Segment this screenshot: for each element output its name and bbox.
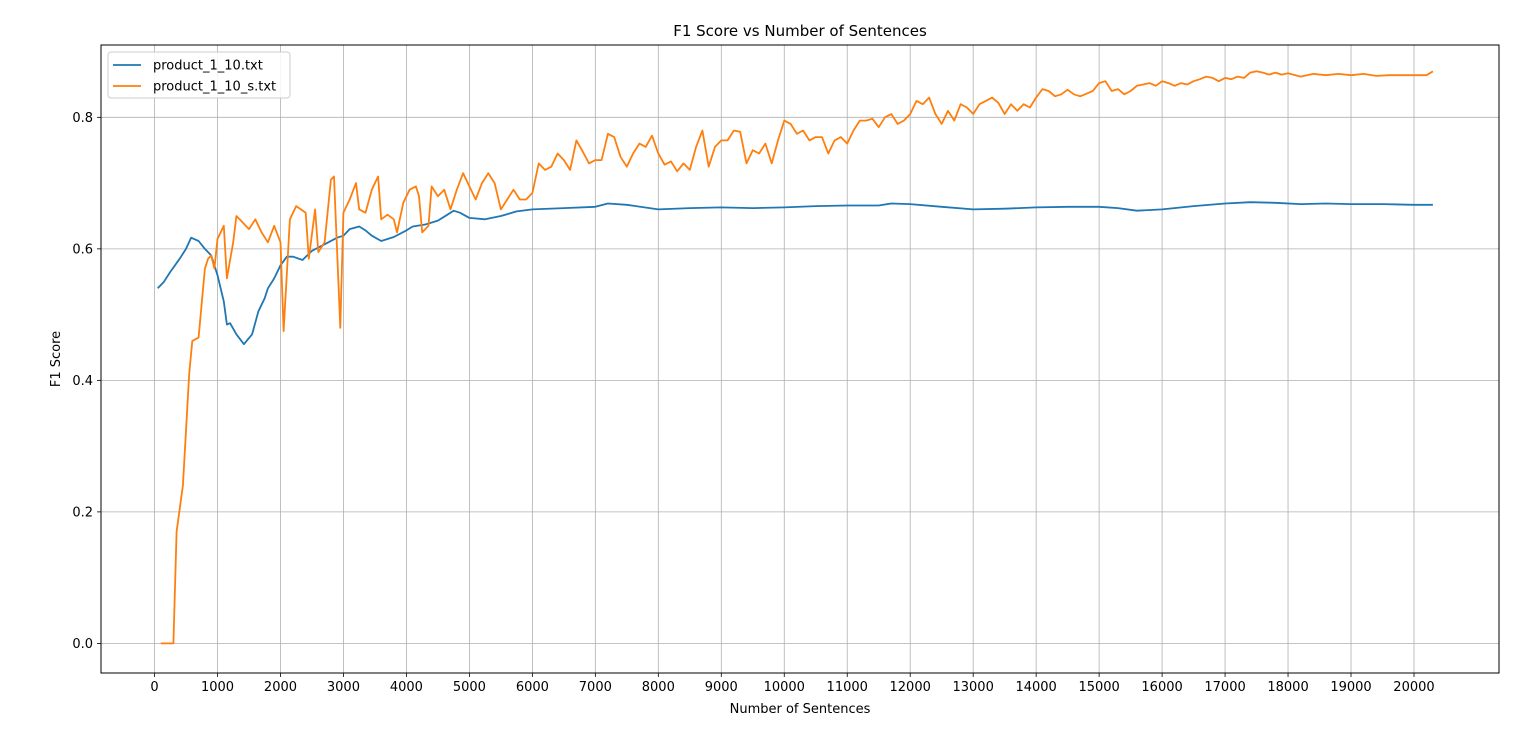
x-tick-label: 17000 bbox=[1204, 680, 1245, 695]
y-axis-ticks: 0.0 0.2 0.4 0.6 0.8 bbox=[72, 111, 101, 652]
x-tick-label: 2000 bbox=[264, 680, 297, 695]
x-tick-label: 7000 bbox=[579, 680, 612, 695]
legend-label: product_1_10_s.txt bbox=[153, 80, 276, 95]
legend-box bbox=[107, 51, 291, 99]
plot-frame bbox=[100, 44, 1500, 674]
x-tick-label: 20000 bbox=[1393, 680, 1434, 695]
y-tick-label: 0.2 bbox=[72, 505, 93, 520]
legend-label: product_1_10.txt bbox=[153, 59, 263, 74]
series-line-2 bbox=[160, 70, 1434, 645]
chart-title: F1 Score vs Number of Sentences bbox=[673, 22, 927, 40]
grid-lines bbox=[101, 45, 1499, 673]
x-tick-label: 9000 bbox=[705, 680, 738, 695]
x-axis-title: Number of Sentences bbox=[730, 702, 871, 717]
x-tick-label: 1000 bbox=[201, 680, 234, 695]
x-axis-ticks: 0 1000 2000 3000 4000 5000 6000 7000 8000 9000 100… bbox=[150, 673, 1435, 695]
y-tick-label: 0.4 bbox=[72, 374, 93, 389]
y-tick-label: 0.0 bbox=[72, 637, 93, 652]
legend: product_1_10.txt product_1_10_s.txt bbox=[107, 51, 291, 99]
x-tick-label: 0 bbox=[150, 680, 158, 695]
x-tick-label: 10000 bbox=[764, 680, 805, 695]
x-tick-label: 18000 bbox=[1267, 680, 1308, 695]
x-tick-label: 19000 bbox=[1330, 680, 1371, 695]
x-tick-label: 5000 bbox=[453, 680, 486, 695]
x-tick-label: 16000 bbox=[1141, 680, 1182, 695]
y-tick-label: 0.6 bbox=[72, 242, 93, 257]
x-tick-label: 13000 bbox=[952, 680, 993, 695]
x-tick-label: 12000 bbox=[890, 680, 931, 695]
series-lines bbox=[157, 70, 1434, 645]
x-tick-label: 15000 bbox=[1078, 680, 1119, 695]
y-axis-title: F1 Score bbox=[49, 331, 64, 387]
x-tick-label: 3000 bbox=[327, 680, 360, 695]
series-line-1 bbox=[157, 201, 1433, 346]
x-tick-label: 11000 bbox=[827, 680, 868, 695]
x-tick-label: 14000 bbox=[1015, 680, 1056, 695]
x-tick-label: 6000 bbox=[516, 680, 549, 695]
y-tick-label: 0.8 bbox=[72, 111, 93, 126]
x-tick-label: 8000 bbox=[642, 680, 675, 695]
x-tick-label: 4000 bbox=[390, 680, 423, 695]
